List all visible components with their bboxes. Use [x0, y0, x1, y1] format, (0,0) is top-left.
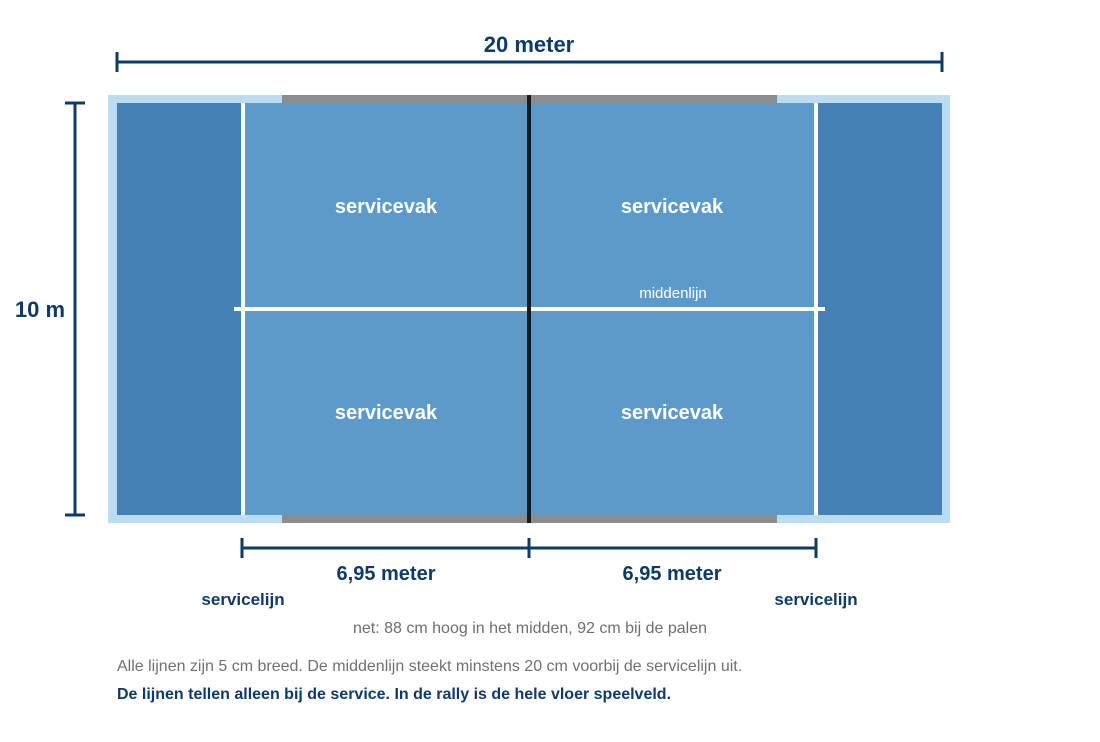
service-depth-dimension [240, 538, 818, 558]
service-box-bottom-left [245, 311, 528, 515]
service-box-top-right [531, 103, 814, 307]
rally-rule-note: De lijnen tellen alleen bij de service. … [117, 686, 672, 703]
line-width-note: Alle lijnen zijn 5 cm breed. De middenli… [117, 658, 743, 675]
service-box-label: servicevak [335, 196, 438, 218]
center-line-label: middenlijn [639, 285, 707, 302]
left-service-depth-label: 6,95 meter [337, 563, 436, 585]
service-box-label: servicevak [335, 402, 438, 424]
service-line-label-right: servicelijn [774, 590, 857, 609]
width-dimension-label: 10 m [15, 297, 65, 322]
service-line-label-left: servicelijn [201, 590, 284, 609]
net-height-note: net: 88 cm hoog in het midden, 92 cm bij… [353, 620, 707, 637]
length-dimension [115, 52, 944, 72]
right-service-depth-label: 6,95 meter [623, 563, 722, 585]
back-zone-right [818, 103, 942, 515]
service-box-label: servicevak [621, 196, 724, 218]
length-dimension-label: 20 meter [484, 32, 575, 57]
service-box-label: servicevak [621, 402, 724, 424]
service-box-bottom-right [531, 311, 814, 515]
width-dimension [65, 101, 85, 517]
service-box-top-left [245, 103, 528, 307]
back-zone-left [117, 103, 241, 515]
net-line [527, 95, 531, 523]
